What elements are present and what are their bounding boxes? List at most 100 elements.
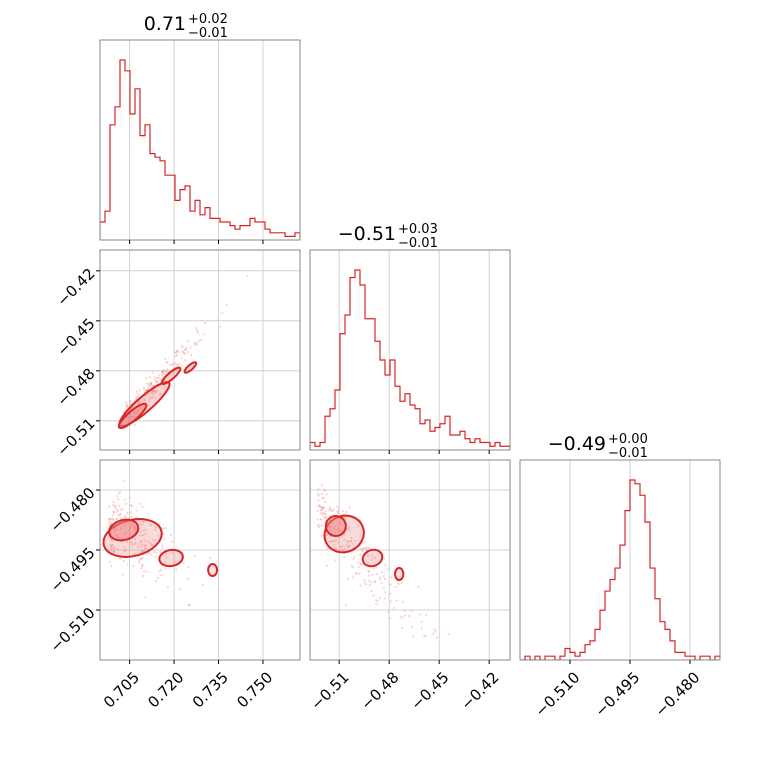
sample-point — [116, 509, 120, 512]
sample-point — [158, 377, 161, 380]
sample-point — [354, 572, 357, 575]
sample-point — [321, 505, 324, 509]
sample-point — [375, 572, 379, 576]
sample-point — [171, 362, 174, 365]
sample-point — [160, 574, 163, 577]
sample-point — [151, 544, 154, 547]
sample-point — [110, 548, 113, 551]
sample-point — [322, 507, 325, 510]
sample-point — [143, 399, 147, 402]
sample-point — [139, 539, 142, 543]
sample-point — [174, 362, 177, 365]
sample-point — [164, 370, 168, 373]
histogram-1 — [310, 269, 510, 450]
sample-point — [435, 636, 438, 639]
panel-title-0: 0.71 +0.02−0.01 — [144, 12, 228, 41]
sample-point — [434, 630, 437, 633]
sample-point — [135, 390, 138, 393]
sample-point — [110, 518, 113, 521]
sample-point — [186, 340, 189, 343]
contour — [183, 361, 198, 374]
sample-point — [141, 523, 144, 526]
sample-point — [359, 553, 362, 557]
sample-point — [375, 603, 378, 606]
sample-point — [324, 489, 327, 492]
sample-point — [321, 508, 324, 511]
sample-point — [178, 362, 181, 365]
sample-point — [117, 514, 120, 517]
sample-point — [161, 370, 164, 373]
sample-point — [119, 512, 122, 516]
sample-point — [142, 534, 145, 537]
sample-point — [327, 509, 331, 512]
sample-point — [332, 540, 336, 543]
sample-point — [346, 528, 350, 531]
sample-point — [144, 596, 147, 599]
sample-point — [125, 405, 128, 408]
sample-point — [383, 577, 386, 581]
sample-point — [150, 381, 153, 384]
sample-point — [388, 617, 391, 620]
sample-point — [321, 507, 324, 510]
sample-point — [194, 343, 198, 346]
sample-point — [158, 373, 161, 377]
sample-point — [169, 533, 173, 537]
sample-point — [134, 397, 138, 400]
sample-point — [347, 540, 350, 543]
axes-frame — [99, 459, 301, 661]
title-plus: +0.02 — [188, 12, 228, 27]
x-tick-label: 0.750 — [233, 668, 276, 711]
sample-point — [138, 400, 141, 403]
sample-point — [171, 551, 174, 554]
sample-point — [371, 554, 374, 557]
sample-point — [356, 561, 359, 564]
sample-point — [352, 576, 355, 579]
sample-point — [424, 635, 427, 638]
sample-point — [150, 392, 154, 395]
panel-2-1 — [309, 459, 511, 664]
sample-point — [330, 540, 334, 543]
sample-point — [155, 380, 158, 384]
sample-point — [334, 539, 338, 542]
contour — [394, 567, 405, 581]
sample-point — [323, 500, 327, 504]
sample-point — [348, 506, 351, 509]
sample-point — [323, 488, 326, 491]
sample-point — [112, 510, 115, 513]
sample-point — [113, 545, 116, 549]
sample-point — [367, 546, 371, 550]
sample-point — [320, 534, 323, 537]
sample-point — [348, 526, 351, 529]
contour — [207, 563, 219, 577]
contour — [108, 518, 140, 542]
sample-point — [373, 567, 376, 570]
sample-point — [199, 339, 203, 342]
sample-point — [123, 550, 126, 553]
sample-point — [115, 517, 118, 521]
sample-point — [111, 543, 114, 546]
sample-point — [327, 540, 330, 543]
axes-frame — [309, 249, 511, 451]
sample-point — [185, 347, 188, 350]
sample-point — [337, 510, 340, 513]
sample-point — [184, 348, 187, 352]
sample-point — [161, 544, 164, 547]
panel-content — [100, 59, 300, 240]
sample-point — [141, 564, 144, 567]
sample-point — [316, 510, 319, 513]
sample-point — [337, 507, 340, 510]
sample-point — [317, 524, 320, 527]
sample-point — [403, 609, 406, 613]
sample-point — [138, 401, 141, 404]
sample-point — [183, 352, 186, 355]
sample-point — [142, 538, 146, 541]
sample-point — [124, 548, 127, 551]
sample-point — [152, 390, 155, 393]
sample-point — [382, 574, 385, 578]
sample-point — [108, 520, 111, 523]
sample-point — [145, 389, 148, 392]
sample-point — [147, 404, 151, 407]
sample-point — [154, 396, 157, 400]
sample-point — [374, 556, 377, 559]
